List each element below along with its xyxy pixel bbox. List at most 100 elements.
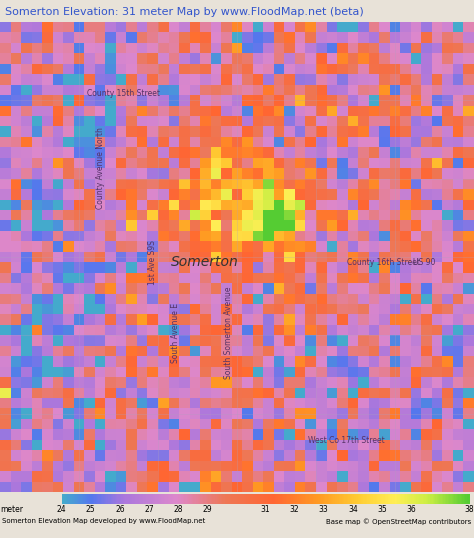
Bar [281,494,282,504]
Bar [93,494,95,504]
Bar [100,494,101,504]
Bar [250,494,252,504]
Bar [354,494,356,504]
Bar [328,494,330,504]
Bar [460,494,462,504]
Bar [297,494,299,504]
Bar [238,494,240,504]
Text: South Somerton Avenue: South Somerton Avenue [224,286,233,379]
Bar [442,494,444,504]
Bar [457,494,459,504]
Bar [426,494,428,504]
Bar [71,494,73,504]
Bar [302,494,304,504]
Bar [206,494,208,504]
Bar [91,494,93,504]
Bar [378,494,380,504]
Bar [441,494,443,504]
Bar [356,494,358,504]
Text: meter: meter [0,506,23,514]
Bar [289,494,291,504]
Bar [290,494,292,504]
Bar [146,494,148,504]
Bar [340,494,342,504]
Bar [158,494,160,504]
Bar [411,494,413,504]
Bar [348,494,350,504]
Text: Base map © OpenStreetMap contributors: Base map © OpenStreetMap contributors [327,518,472,525]
Bar [132,494,134,504]
Bar [261,494,263,504]
Bar [358,494,360,504]
Bar [173,494,175,504]
Bar [372,494,373,504]
Bar [389,494,391,504]
Bar [225,494,227,504]
Bar [295,494,297,504]
Bar [329,494,331,504]
Bar [434,494,436,504]
Bar [143,494,145,504]
Bar [83,494,85,504]
Bar [220,494,222,504]
Bar [237,494,239,504]
Bar [282,494,283,504]
Bar [98,494,100,504]
Bar [147,494,149,504]
Text: 33: 33 [319,506,328,514]
Bar [363,494,365,504]
Bar [68,494,70,504]
Bar [377,494,379,504]
Bar [166,494,168,504]
Bar [463,494,465,504]
Bar [101,494,103,504]
Bar [428,494,430,504]
Bar [352,494,354,504]
Bar [128,494,130,504]
Bar [120,494,122,504]
Bar [228,494,229,504]
Bar [303,494,305,504]
Bar [102,494,104,504]
Bar [284,494,286,504]
Bar [412,494,414,504]
Bar [267,494,269,504]
Bar [339,494,341,504]
Bar [347,494,349,504]
Bar [305,494,307,504]
Bar [413,494,415,504]
Text: 28: 28 [173,506,183,514]
Bar [375,494,377,504]
Bar [370,494,372,504]
Bar [135,494,137,504]
Text: 32: 32 [290,506,300,514]
Bar [113,494,115,504]
Bar [433,494,434,504]
Bar [217,494,219,504]
Bar [137,494,138,504]
Bar [169,494,171,504]
Text: 35: 35 [377,506,387,514]
Bar [140,494,142,504]
Bar [374,494,376,504]
Bar [449,494,451,504]
Bar [162,494,164,504]
Bar [273,494,275,504]
Bar [416,494,418,504]
Bar [168,494,169,504]
Bar [199,494,201,504]
Bar [81,494,82,504]
Bar [165,494,167,504]
Bar [241,494,243,504]
Bar [346,494,347,504]
Bar [337,494,339,504]
Bar [222,494,224,504]
Bar [109,494,111,504]
Bar [172,494,173,504]
Bar [278,494,280,504]
Bar [174,494,176,504]
Bar [256,494,258,504]
Bar [67,494,69,504]
Bar [313,494,315,504]
Bar [359,494,361,504]
